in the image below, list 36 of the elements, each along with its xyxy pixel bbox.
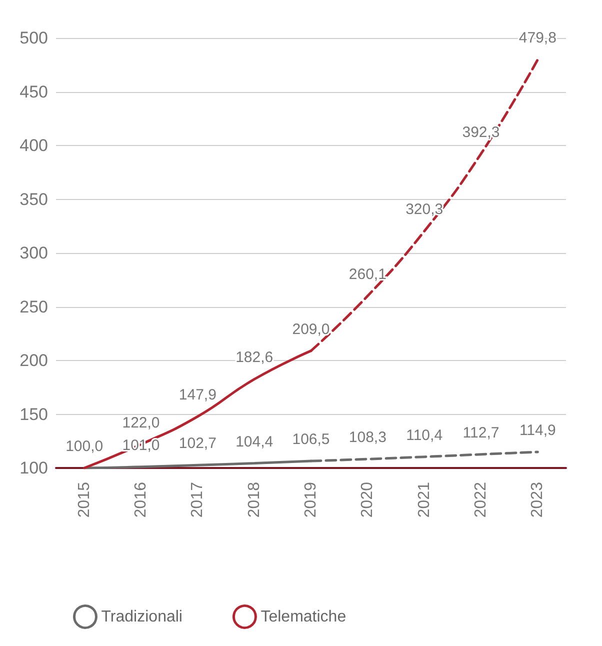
legend-label: Tradizionali xyxy=(101,608,182,626)
data-label: 114,9 xyxy=(519,422,556,439)
x-tick-label: 2023 xyxy=(529,482,546,518)
data-label: 112,7 xyxy=(462,424,500,442)
y-tick-label: 450 xyxy=(20,82,48,102)
y-tick-label: 500 xyxy=(20,28,48,48)
data-label: 110,4 xyxy=(406,426,443,444)
data-label: 104,4 xyxy=(236,433,274,450)
data-label: 108,3 xyxy=(348,429,386,446)
x-tick-label: 2020 xyxy=(359,482,376,518)
data-label: 100,0 xyxy=(66,438,104,455)
x-tick-label: 2015 xyxy=(76,482,93,518)
data-label: 102,7 xyxy=(178,435,216,452)
x-tick-label: 2018 xyxy=(246,482,263,518)
x-tick-label: 2017 xyxy=(189,482,206,518)
data-label: 320,3 xyxy=(406,201,444,218)
y-tick-label: 300 xyxy=(20,244,48,262)
x-tick-label: 2022 xyxy=(472,482,490,518)
data-label: 122,0 xyxy=(122,414,160,432)
data-label: 479,8 xyxy=(518,30,556,47)
x-tick-label: 2019 xyxy=(302,482,320,518)
y-tick-label: 100 xyxy=(20,458,48,478)
data-label: 147,9 xyxy=(178,386,216,404)
x-tick-label: 2016 xyxy=(132,482,150,518)
x-tick-label: 2021 xyxy=(416,482,433,518)
y-tick-label: 400 xyxy=(20,136,48,155)
y-tick-label: 350 xyxy=(20,190,48,209)
data-label: 182,6 xyxy=(236,349,274,366)
legend-label: Telematiche xyxy=(260,608,346,626)
y-tick-label: 250 xyxy=(20,297,48,316)
data-label: 106,5 xyxy=(292,431,330,448)
data-label: 392,3 xyxy=(462,124,500,141)
data-label: 260,1 xyxy=(348,266,386,283)
data-label: 209,0 xyxy=(292,320,330,338)
y-tick-label: 200 xyxy=(20,351,48,370)
y-tick-label: 150 xyxy=(20,404,48,424)
